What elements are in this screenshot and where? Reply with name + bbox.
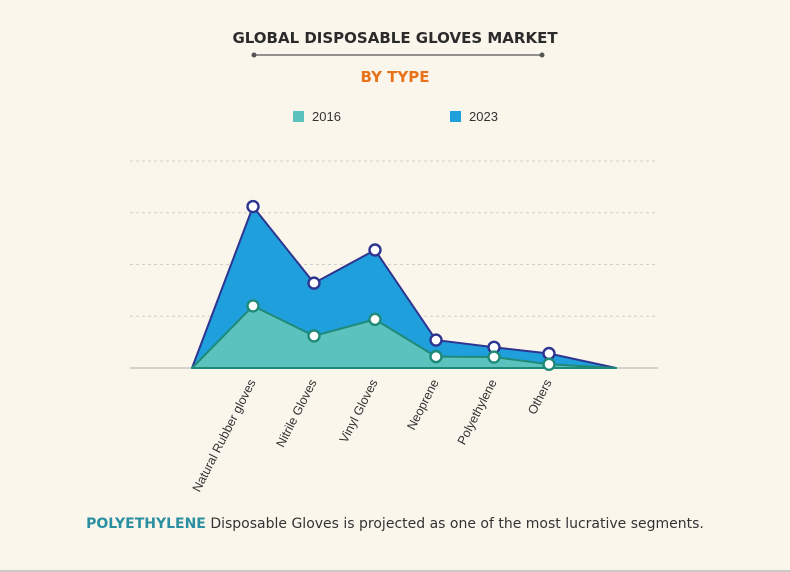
data-point-2016 xyxy=(307,329,321,343)
data-point-2023 xyxy=(246,199,260,214)
x-tick-label: Vinyl Gloves xyxy=(337,377,381,445)
footnote-highlight: POLYETHYLENE xyxy=(86,516,206,532)
legend: 2016 2023 xyxy=(293,109,498,124)
legend-swatch-2016 xyxy=(293,111,304,122)
series-markers xyxy=(246,199,556,371)
data-point-2016 xyxy=(542,357,556,371)
title-divider-dot-right xyxy=(539,52,545,58)
series-areas xyxy=(191,205,617,369)
data-point-2023 xyxy=(542,346,556,361)
data-point-2016 xyxy=(368,312,382,327)
legend-label-2023: 2023 xyxy=(469,109,498,124)
x-tick-label: Others xyxy=(525,377,555,417)
legend-label-2016: 2016 xyxy=(312,109,341,124)
legend-swatch-2023 xyxy=(450,111,461,122)
data-point-2016 xyxy=(246,299,260,313)
data-point-2023 xyxy=(368,243,382,257)
x-tick-label: Polyethylene xyxy=(455,377,500,447)
x-tick-label: Neoprene xyxy=(404,377,441,432)
chart-title: GLOBAL DISPOSABLE GLOVES MARKET xyxy=(232,29,558,47)
x-tick-label: Natural Rubber gloves xyxy=(190,377,259,494)
title-divider-dot-left xyxy=(251,52,257,58)
x-tick-label: Nitrile Gloves xyxy=(273,377,319,450)
data-point-2016 xyxy=(429,349,443,364)
bottom-rule xyxy=(0,570,790,572)
data-point-2023 xyxy=(307,276,321,290)
data-point-2016 xyxy=(487,350,501,364)
x-tick-labels: Natural Rubber gloves Nitrile Gloves Vinyl… xyxy=(190,377,555,494)
area-chart: GLOBAL DISPOSABLE GLOVES MARKET BY TYPE … xyxy=(130,29,658,494)
data-point-2023 xyxy=(429,333,443,347)
chart-subtitle: BY TYPE xyxy=(360,68,429,86)
footnote: POLYETHYLENE Disposable Gloves is projec… xyxy=(0,516,790,532)
footnote-text: Disposable Gloves is projected as one of… xyxy=(205,516,704,532)
